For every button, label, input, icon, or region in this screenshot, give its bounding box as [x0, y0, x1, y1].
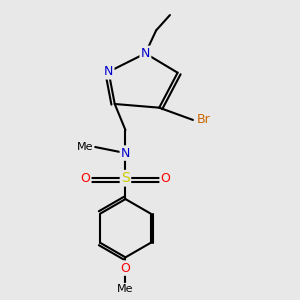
- Text: O: O: [161, 172, 171, 185]
- Text: N: N: [141, 47, 150, 60]
- Text: N: N: [104, 65, 113, 78]
- Text: Me: Me: [77, 142, 93, 152]
- Text: O: O: [121, 262, 130, 275]
- Text: Br: Br: [196, 113, 210, 126]
- Text: N: N: [121, 147, 130, 160]
- Text: O: O: [80, 172, 90, 185]
- Text: S: S: [121, 171, 130, 185]
- Text: Me: Me: [117, 284, 134, 294]
